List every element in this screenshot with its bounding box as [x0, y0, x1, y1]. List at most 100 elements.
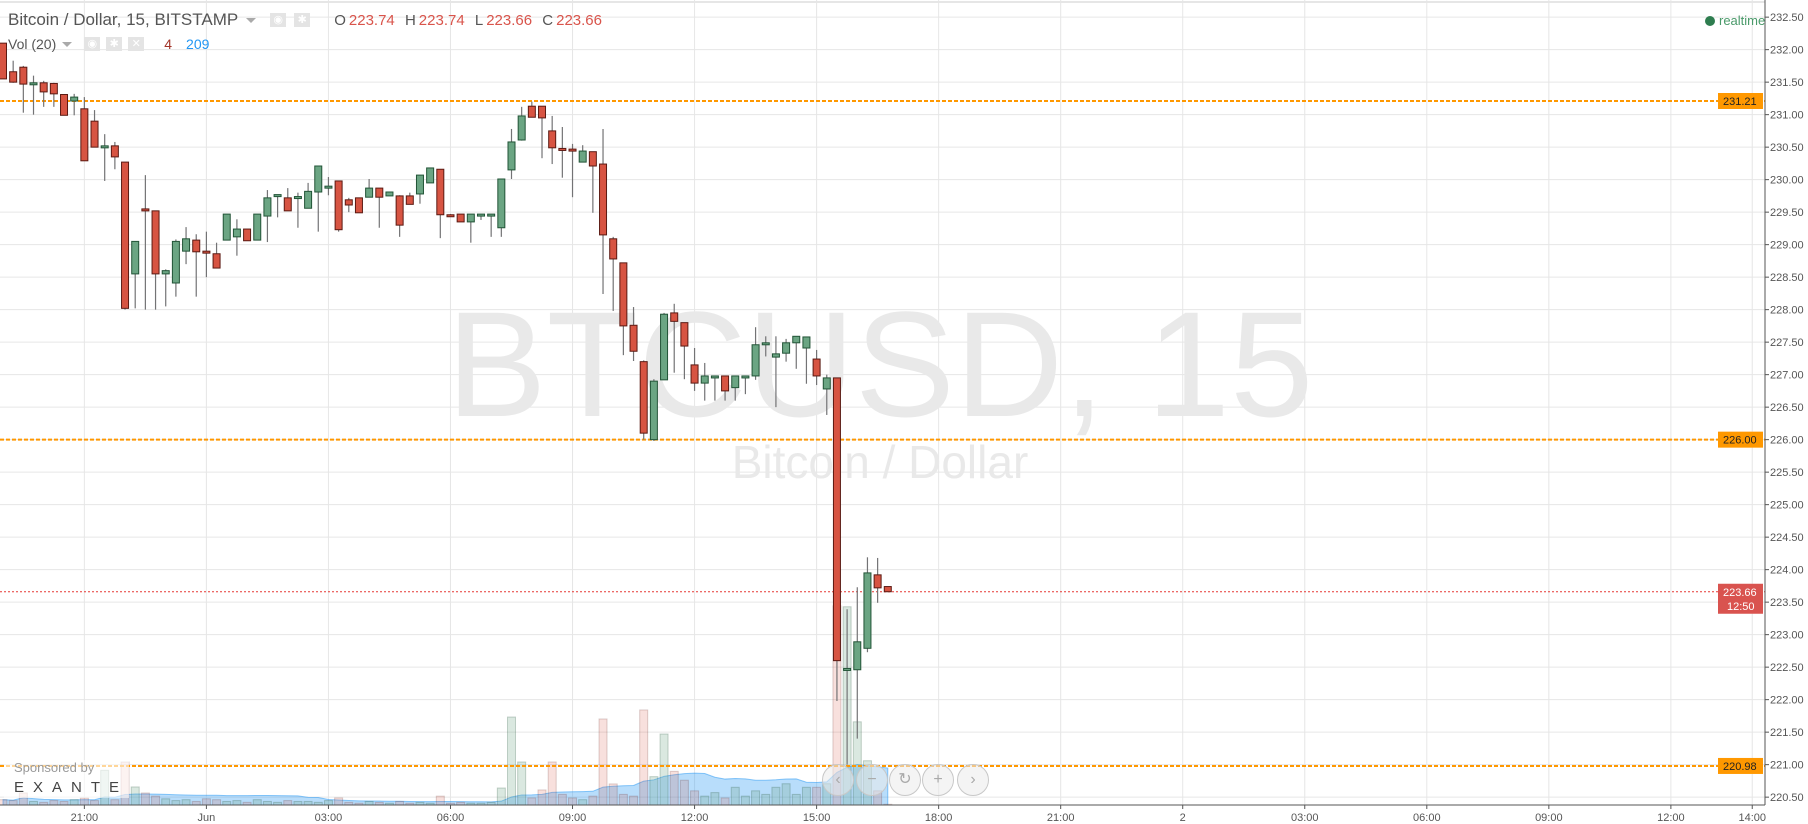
price-tick-label: 232.00	[1770, 45, 1804, 57]
candle	[202, 231, 211, 278]
close-icon[interactable]: ✕	[128, 37, 145, 51]
price-label-box	[1718, 431, 1763, 448]
time-tick-label: 09:00	[559, 812, 587, 824]
price-tick-label: 226.50	[1770, 402, 1804, 414]
candle	[253, 213, 262, 241]
candle-body	[771, 353, 780, 358]
candle-body	[761, 342, 770, 346]
gear-icon[interactable]: ✱	[294, 13, 311, 27]
volume-bar	[588, 795, 598, 806]
volume-bar	[395, 800, 405, 806]
candle-body	[29, 82, 38, 86]
candle-body	[782, 342, 791, 354]
candle	[802, 336, 811, 384]
candle	[649, 379, 658, 441]
candle-body	[863, 572, 872, 649]
volume-bar	[140, 792, 150, 806]
horizontal-lines[interactable]: 231.21 226.00 220.98 223.66 12:50	[0, 93, 1765, 774]
candle-body	[476, 213, 485, 217]
time-tick-label: 15:00	[803, 812, 831, 824]
time-tick-label: Jun	[198, 812, 216, 824]
volume-bar	[222, 800, 232, 806]
candle	[832, 377, 841, 701]
candle	[853, 587, 862, 739]
time-axis[interactable]: 21:00 Jun 03:00 06:00 09:00 12:00 15:00 18:00 21…	[0, 804, 1766, 824]
volume-bar	[303, 800, 313, 806]
scroll-left-button[interactable]: ‹	[822, 764, 854, 796]
candle	[243, 228, 252, 242]
price-tick-label: 221.00	[1770, 760, 1804, 772]
candle-body	[202, 250, 211, 254]
volume-bar	[649, 776, 659, 806]
volume-label[interactable]: Vol (20)	[8, 36, 57, 52]
candle-body	[243, 228, 252, 242]
candle	[192, 234, 201, 297]
candle	[60, 94, 69, 116]
volume-bar	[8, 800, 18, 806]
candle-body	[222, 213, 231, 241]
chevron-down-icon[interactable]	[246, 17, 257, 23]
watermark-description: Bitcoin / Dollar	[732, 436, 1029, 488]
candle-body	[538, 105, 547, 119]
volume-bar	[181, 799, 191, 806]
price-tick-label: 226.00	[1770, 435, 1804, 447]
candle-body	[853, 641, 862, 671]
reset-button[interactable]: ↻	[889, 764, 921, 796]
status-dot-icon	[1705, 15, 1715, 26]
time-tick-label: 09:00	[1535, 812, 1563, 824]
open-label: O	[334, 11, 346, 29]
candle-body	[660, 313, 669, 381]
price-tick-label: 230.00	[1770, 175, 1804, 187]
candles	[0, 42, 892, 765]
candle-body	[578, 150, 587, 163]
volume-bar	[59, 800, 69, 806]
candle	[751, 327, 760, 380]
zoom-out-button[interactable]: −	[856, 764, 888, 796]
candle	[161, 269, 170, 307]
price-axis[interactable]: 232.50 232.00 231.50 231.00 230.50 230.00 229.…	[1764, 0, 1804, 805]
candle	[212, 242, 221, 269]
candle	[415, 174, 424, 204]
volume-bar	[720, 797, 730, 806]
candle	[517, 106, 526, 141]
candle-body	[232, 228, 241, 238]
candle-body	[700, 375, 709, 384]
candle-body	[883, 586, 892, 593]
candle-body	[721, 375, 730, 392]
candle-body	[527, 105, 536, 118]
candle-body	[832, 377, 841, 662]
eye-icon[interactable]: ◉	[84, 37, 101, 51]
bar-countdown-label: 12:50	[1727, 601, 1755, 613]
volume-bar	[29, 800, 39, 806]
candle-body	[283, 197, 292, 212]
volume-bar	[771, 786, 781, 806]
zoom-in-button[interactable]: +	[922, 764, 954, 796]
candle	[619, 262, 628, 356]
time-tick-label: 2	[1180, 812, 1186, 824]
eye-icon[interactable]: ◉	[270, 13, 287, 27]
price-tick-label: 221.50	[1770, 727, 1804, 739]
price-tick-label: 231.00	[1770, 110, 1804, 122]
volume-bar	[130, 786, 140, 806]
volume-bar	[679, 779, 689, 806]
candle-body	[670, 312, 679, 322]
volume-bar	[435, 795, 445, 806]
sponsor-badge[interactable]: Sponsored by EXANTE	[4, 760, 129, 798]
candle	[304, 182, 313, 209]
volume-bar	[517, 761, 527, 806]
chevron-down-icon[interactable]	[62, 41, 73, 47]
symbol-title[interactable]: Bitcoin / Dollar, 15, BITSTAMP	[8, 10, 239, 29]
candle-body	[344, 199, 353, 206]
candle-body	[558, 147, 567, 151]
candle	[344, 197, 353, 213]
candle	[426, 167, 435, 184]
gear-icon[interactable]: ✱	[106, 37, 123, 51]
candle-body	[161, 270, 170, 275]
candle	[232, 219, 241, 256]
scroll-right-button[interactable]: ›	[957, 764, 989, 796]
low-label: L	[474, 11, 484, 29]
volume-bar	[557, 793, 567, 806]
volume-bar	[334, 797, 344, 806]
close-value: 223.66	[556, 11, 602, 29]
